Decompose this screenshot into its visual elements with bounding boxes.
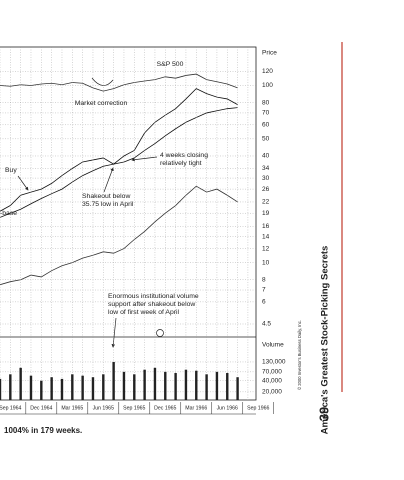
marker-circle (156, 329, 164, 337)
y-tick-label: 40,000 (262, 377, 282, 384)
y-tick-label: 10 (262, 259, 270, 266)
copyright: © 2000 Investor's Business Daily, Inc. (297, 320, 302, 390)
y-tick-label: 22 (262, 199, 270, 206)
annotation: -base (0, 210, 17, 217)
annotation: 4 weeks closing (160, 152, 208, 159)
y-tick-label: 16 (262, 223, 270, 230)
x-tick-label: Jun 1965 (93, 405, 114, 411)
annotation: 35.75 low in April (82, 201, 134, 208)
y-tick-label: 20,000 (262, 389, 282, 396)
y-tick-label: 8 (262, 276, 266, 283)
y-tick-label: 100 (262, 82, 273, 89)
y-tick-label: 80 (262, 99, 270, 106)
y-tick-label: 26 (262, 186, 270, 193)
y-tick-label: 50 (262, 136, 270, 143)
annotation: Shakeout below (82, 193, 130, 200)
volume-bar (0, 378, 2, 400)
volume-bar (19, 367, 22, 400)
x-tick-label: Sep 1966 (247, 405, 269, 411)
volume-bar (102, 374, 105, 400)
volume-bar (133, 374, 136, 400)
volume-bar (205, 374, 208, 400)
volume-bar (226, 373, 229, 400)
volume-bar (40, 380, 43, 400)
volume-bar (112, 361, 115, 400)
volume-bar (50, 377, 53, 400)
annotation: Enormous institutional volume (108, 293, 199, 300)
volume-bar (91, 377, 95, 400)
chart-frame (0, 46, 257, 401)
arrow (103, 167, 114, 193)
x-tick-label: Dec 1964 (30, 405, 52, 411)
volume-bar (71, 374, 74, 400)
volume-bar (174, 373, 177, 400)
volume-bar (60, 378, 64, 400)
volume-bar (122, 371, 126, 400)
volume-bar (9, 374, 12, 400)
y-tick-label: 60 (262, 122, 270, 129)
price-line (0, 73, 238, 92)
annotation: relatively tight (160, 160, 202, 167)
volume-bar (184, 369, 188, 400)
price-line (0, 185, 238, 286)
volume-bar (29, 375, 33, 400)
annotation: support after shakeout below (108, 301, 195, 308)
plot-area (0, 47, 256, 400)
page-number: 39 (316, 407, 331, 421)
volume-bar (143, 369, 146, 400)
caption: 1004% in 179 weeks. (4, 426, 82, 435)
annotation: S&P 500 (157, 61, 184, 68)
y-tick-label: 70,000 (262, 369, 282, 376)
y-tick-label: 7 (262, 287, 266, 294)
arrow (131, 156, 158, 162)
volume-bar (215, 371, 219, 400)
x-tick-label: Sep 1964 (0, 405, 22, 411)
y-tick-label: 4.5 (262, 321, 271, 328)
volume-bar (236, 377, 239, 400)
y-tick-label: 120 (262, 68, 273, 75)
y-tick-label: 6 (262, 299, 266, 306)
annotation: low of first week of April (108, 309, 180, 316)
price-line (0, 88, 238, 212)
volume-bar (195, 370, 198, 400)
y-tick-label: 30 (262, 175, 270, 182)
y-tick-label: 12 (262, 245, 270, 252)
x-tick-label: Jun 1966 (217, 405, 238, 411)
volume-bar (81, 375, 84, 400)
y-axis-label: Volume (262, 342, 284, 349)
y-axis-label: Price (262, 50, 277, 57)
y-tick-label: 19 (262, 210, 270, 217)
price-line (0, 107, 238, 218)
y-tick-label: 34 (262, 165, 270, 172)
annotation: Market correction (75, 100, 128, 107)
y-tick-label: 130,000 (262, 359, 286, 366)
correction-arc (91, 77, 114, 86)
y-tick-label: 14 (262, 233, 270, 240)
y-tick-label: 70 (262, 110, 270, 117)
volume-bar (153, 367, 157, 400)
x-tick-label: Dec 1965 (154, 405, 176, 411)
x-tick-label: Sep 1965 (123, 405, 145, 411)
side-title: America's Greatest Stock-Picking Secrets (320, 246, 331, 435)
annotation: Buy (5, 167, 17, 174)
x-tick-label: Mar 1965 (61, 405, 83, 411)
y-tick-label: 40 (262, 153, 270, 160)
x-tick-label: Mar 1966 (185, 405, 207, 411)
volume-bar (164, 371, 167, 400)
arrow (17, 175, 29, 191)
